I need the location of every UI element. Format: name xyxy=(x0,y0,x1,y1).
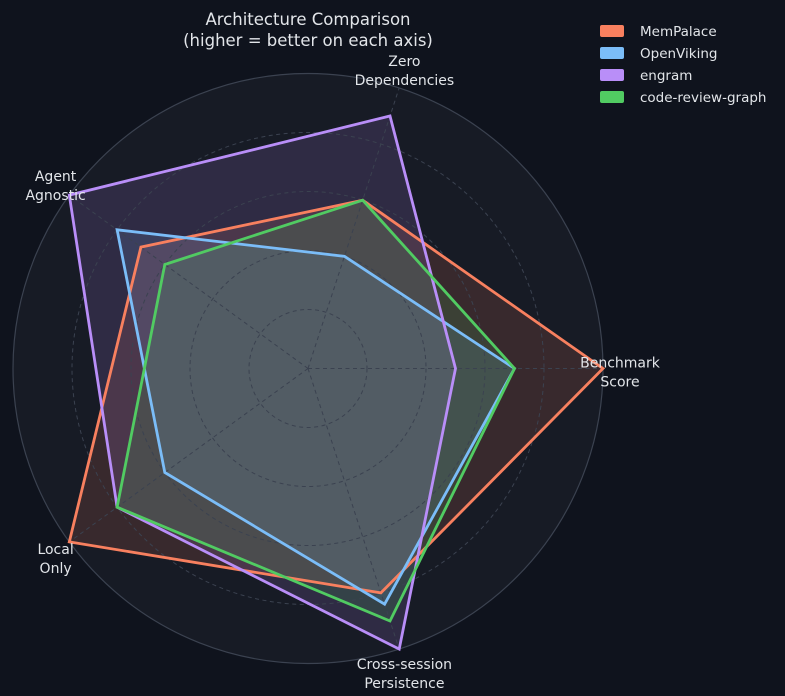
legend: MemPalace OpenViking engram code-review-gra… xyxy=(600,24,766,106)
series-outlines xyxy=(67,114,606,652)
legend-swatch-mempalace xyxy=(600,25,624,37)
chart-title-line2: (higher = better on each axis) xyxy=(183,31,433,50)
series-code-review-graph-outline xyxy=(115,198,517,623)
series-fills xyxy=(69,116,604,650)
legend-label-code-review-graph: code-review-graph xyxy=(640,90,766,106)
legend-item-engram: engram xyxy=(600,68,692,84)
legend-label-engram: engram xyxy=(640,68,692,84)
grid-ring xyxy=(248,309,368,428)
chart-title-line1: Architecture Comparison xyxy=(205,10,410,29)
series-openviking-outline xyxy=(115,228,517,607)
legend-swatch-engram xyxy=(600,69,624,81)
legend-swatch-code-review-graph xyxy=(600,91,624,103)
plot-layers xyxy=(12,72,606,665)
axis-label-zero-dependencies: Zero Dependencies xyxy=(355,54,455,89)
series-code-review-graph-area xyxy=(117,200,515,621)
legend-label-mempalace: MemPalace xyxy=(640,24,717,40)
axis-labels: Benchmark Score Zero Dependencies Agent Agnos… xyxy=(25,54,660,692)
grid-ring xyxy=(130,191,486,546)
grid-ring xyxy=(189,250,427,487)
legend-label-openviking: OpenViking xyxy=(640,46,717,62)
axis-label-local-only: Local Only xyxy=(37,542,73,577)
series-openviking-area xyxy=(117,229,515,605)
axis-label-benchmark-score: Benchmark Score xyxy=(580,356,661,391)
legend-item-mempalace: MemPalace xyxy=(600,24,717,40)
axis-label-agent-agnostic: Agent Agnostic xyxy=(25,169,85,204)
axis-label-cross-session-persistence: Cross-session Persistence xyxy=(357,657,452,692)
legend-swatch-openviking xyxy=(600,47,624,59)
legend-item-openviking: OpenViking xyxy=(600,46,717,62)
series-engram-area xyxy=(69,116,456,650)
legend-item-code-review-graph: code-review-graph xyxy=(600,90,766,106)
series-engram-outline xyxy=(67,114,457,652)
